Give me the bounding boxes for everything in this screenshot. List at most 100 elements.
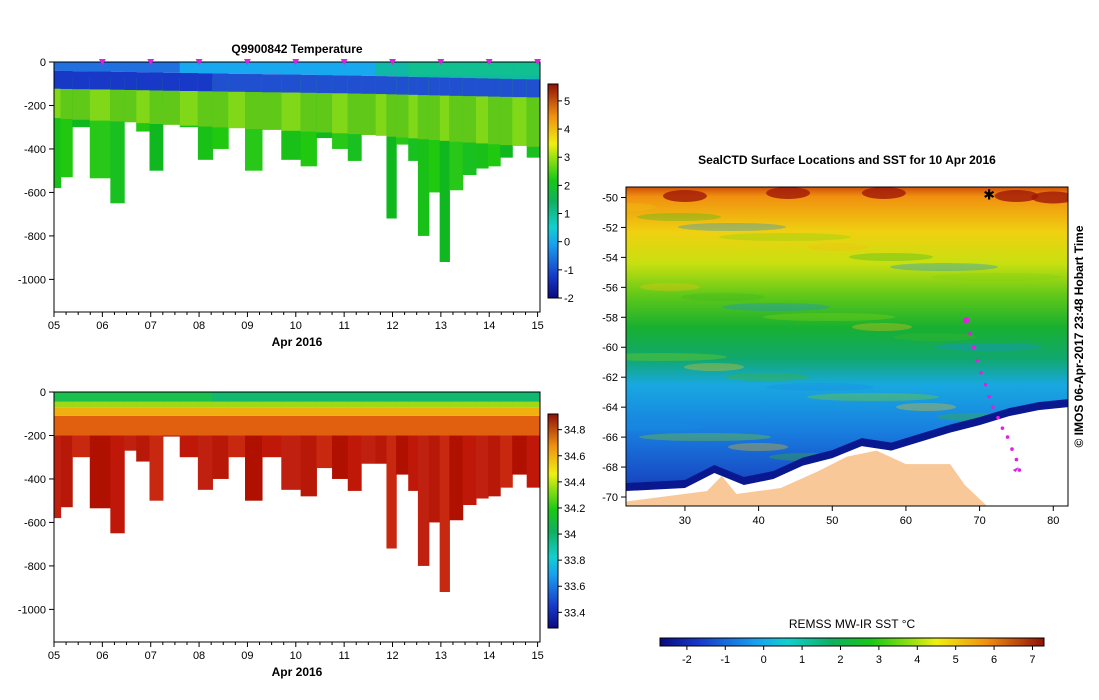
salt-profile-deep (281, 435, 302, 490)
temp-profile-surface (124, 62, 137, 72)
seal-haulout-marker (1012, 467, 1019, 473)
salt-profile-mid (197, 415, 213, 436)
salt-profile-deep (300, 435, 317, 497)
map-colorbar-tick-label: 0 (761, 654, 767, 666)
x-tick-label: 06 (96, 320, 108, 332)
sst-texture (766, 383, 874, 391)
salt-profile-halocline (60, 407, 73, 416)
salt-profile-surface (386, 392, 397, 402)
salt-profile-halocline (428, 407, 441, 416)
salt-profile-surface (110, 392, 125, 402)
map-colorbar-tick-label: -1 (720, 654, 730, 666)
colorbar-1 (547, 83, 559, 299)
salt-profile-mid (361, 415, 377, 436)
temp-profile-band (526, 96, 540, 147)
x-tick-label: 11 (338, 320, 349, 332)
temp-profile-band (281, 91, 302, 131)
x-tick-label: 09 (241, 650, 253, 662)
temp-profile-band (245, 91, 263, 130)
salt-profile-upper (439, 401, 450, 408)
salt-profile-upper (361, 401, 377, 408)
sst-texture (639, 433, 771, 441)
sst-texture (725, 373, 809, 381)
seal-track-point (1017, 468, 1022, 472)
temp-profile-core (228, 73, 246, 92)
salt-profile-deep (162, 435, 181, 437)
map-y-tick-label: -54 (602, 252, 618, 264)
temp-profile-band (417, 94, 430, 140)
salt-profile-surface (396, 392, 409, 402)
colorbar-tick-label: 34.4 (564, 477, 585, 489)
sst-texture (678, 223, 786, 231)
colorbar-tick-label: 34 (564, 529, 576, 541)
salt-profile-surface (439, 392, 450, 402)
salt-profile-deep (428, 435, 441, 523)
colorbar-tick-label: 0 (564, 237, 570, 249)
x-tick-label: 07 (145, 650, 157, 662)
temp-profile-surface (162, 62, 181, 73)
temp-profile-core (475, 78, 489, 97)
profile-marker (195, 59, 203, 65)
salt-profile-upper (72, 401, 91, 408)
temp-profile-top (449, 62, 464, 76)
y-tick-label: -400 (24, 144, 46, 156)
salt-profile-halocline (500, 407, 513, 416)
temp-profile-column (54, 77, 62, 189)
temp-profile-core (386, 76, 397, 95)
x-tick-label: 08 (193, 650, 205, 662)
salt-profile-surface (449, 392, 464, 402)
salt-profile-halocline (212, 407, 229, 416)
salt-profile-mid (439, 415, 450, 436)
temp-profile-core (54, 70, 62, 89)
salt-profile-upper (488, 401, 501, 408)
salt-profile-upper (428, 401, 441, 408)
sst-texture (637, 213, 721, 221)
salt-profile-surface (136, 392, 151, 402)
salt-profile-surface (462, 392, 477, 402)
colorbar-tick-label: 33.4 (564, 607, 585, 619)
y-tick-label: 0 (40, 57, 46, 69)
salt-profile-upper (124, 401, 137, 408)
salt-profile-deep (54, 435, 62, 519)
salt-profile-surface (197, 392, 213, 402)
plot-frame-2 (53, 391, 541, 643)
x-tick-label: 11 (338, 650, 349, 662)
sst-texture (763, 313, 895, 321)
temp-profile-band (347, 92, 362, 135)
temp-profile-band (316, 92, 333, 133)
colorbar-tick-label: 3 (564, 152, 570, 164)
salt-profile-mid (386, 415, 397, 436)
x-tick-label: 07 (145, 320, 157, 332)
salt-profile-halocline (261, 407, 282, 416)
salt-profile-surface (500, 392, 513, 402)
x-tick-label: 10 (290, 650, 302, 662)
temp-profile-surface (316, 62, 333, 76)
profile-marker (534, 59, 542, 65)
map-colorbar-tick-label: 1 (799, 654, 805, 666)
sst-warm-patch (994, 189, 1039, 202)
temp-profile-top (428, 62, 441, 76)
x-tick-label: 09 (241, 320, 253, 332)
salt-profile-deep (89, 435, 111, 509)
sst-texture (681, 293, 765, 301)
salt-profile-halocline (245, 407, 263, 416)
map-frame (625, 186, 1069, 507)
temp-profile-core (417, 77, 430, 96)
x-axis-label: Apr 2016 (272, 665, 323, 679)
section-plot-area-1 (54, 62, 540, 262)
x-tick-label: 14 (483, 650, 495, 662)
salt-profile-halocline (162, 407, 181, 416)
salt-profile-surface (245, 392, 263, 402)
salt-profile-surface (124, 392, 137, 402)
temp-profile-surface (149, 62, 164, 73)
copyright-label: © IMOS 06-Apr-2017 23:48 Hobart Time (1072, 225, 1086, 447)
seal-track-point (987, 394, 991, 399)
salt-profile-deep (361, 435, 377, 464)
map-colorbar-tick-label: -2 (682, 654, 692, 666)
salt-profile-upper (149, 401, 164, 408)
position-star-icon: ✱ (983, 186, 995, 202)
profile-marker (340, 59, 348, 65)
temp-profile-top (500, 62, 513, 76)
salt-profile-upper (500, 401, 513, 408)
